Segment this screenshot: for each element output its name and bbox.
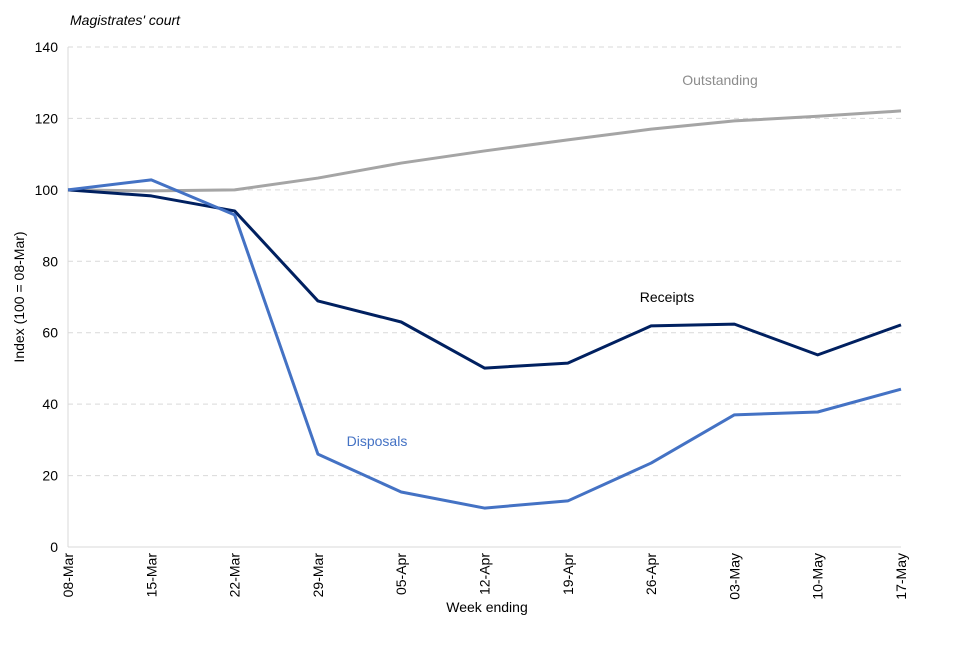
y-tick-label: 100: [35, 182, 59, 198]
y-tick-label: 40: [42, 396, 58, 412]
y-tick-label: 120: [35, 110, 59, 126]
x-tick-label: 15-Mar: [143, 553, 159, 598]
x-tick-label: 10-May: [810, 553, 826, 600]
x-tick-label: 17-May: [893, 553, 909, 600]
y-tick-label: 20: [42, 468, 58, 484]
y-tick-label: 0: [50, 539, 58, 555]
x-tick-label: 03-May: [726, 553, 742, 600]
x-tick-label: 05-Apr: [393, 553, 409, 595]
series-line-receipts: [68, 190, 901, 368]
x-axis-label: Week ending: [446, 599, 527, 615]
chart-title: Magistrates' court: [70, 12, 181, 28]
series-line-disposals: [68, 180, 901, 508]
y-axis-label: Index (100 = 08-Mar): [11, 231, 27, 362]
x-tick-label: 22-Mar: [227, 553, 243, 598]
y-tick-label: 80: [42, 253, 58, 269]
y-tick-label: 140: [35, 39, 59, 55]
x-tick-label: 12-Apr: [477, 553, 493, 595]
x-tick-label: 29-Mar: [310, 553, 326, 598]
series-label-disposals: Disposals: [347, 433, 408, 449]
series-label-outstanding: Outstanding: [682, 72, 758, 88]
x-tick-label: 08-Mar: [60, 553, 76, 598]
x-tick-label: 19-Apr: [560, 553, 576, 595]
x-tick-label: 26-Apr: [643, 553, 659, 595]
y-tick-label: 60: [42, 325, 58, 341]
series-label-receipts: Receipts: [640, 289, 694, 305]
